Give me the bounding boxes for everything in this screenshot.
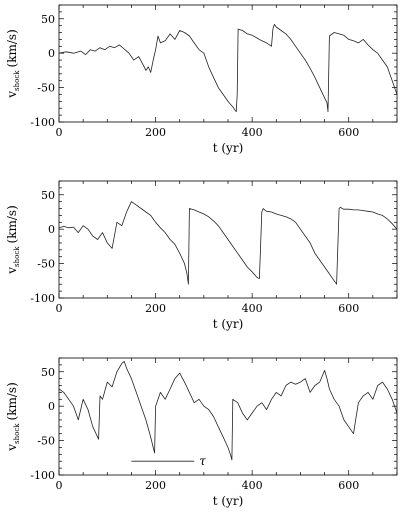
y-tick-label: -100 <box>30 292 55 305</box>
x-tick-label: 0 <box>56 302 63 315</box>
y-tick-label: -50 <box>37 258 55 271</box>
y-tick-label: 50 <box>41 189 55 202</box>
y-tick-label: -100 <box>30 469 55 482</box>
y-tick-label: 50 <box>41 366 55 379</box>
x-tick-label: 400 <box>242 126 263 139</box>
y-tick-label: 0 <box>48 400 55 413</box>
tau-label: τ <box>199 454 206 468</box>
plot-frame <box>58 357 398 476</box>
panel-middle: 0 200 400 600 -100 -50 0 50 t (yr) vshock (km/s) <box>5 180 398 331</box>
x-axis-label: t (yr) <box>213 494 244 508</box>
x-tick-label: 600 <box>338 126 359 139</box>
y-tick-label: 0 <box>48 223 55 236</box>
y-tick-label: 50 <box>41 13 55 26</box>
shock-velocity-line <box>58 360 398 461</box>
x-tick-label: 0 <box>56 479 63 492</box>
shock-velocity-line <box>58 201 398 285</box>
x-tick-label: 200 <box>145 479 166 492</box>
x-axis-label: t (yr) <box>213 141 244 155</box>
y-tick-label: -100 <box>30 116 55 129</box>
panel-bottom: 0 200 400 600 -100 -50 0 50 t (yr) vshock (km/s) τ <box>5 357 398 508</box>
panel-top: 0 200 400 600 -100 -50 0 50 t (yr) vshock (km/s) <box>5 4 398 155</box>
x-tick-label: 200 <box>145 302 166 315</box>
y-axis-label: vshock (km/s) <box>5 29 21 98</box>
y-axis-label-main: v <box>5 444 19 452</box>
y-tick-label: 0 <box>48 47 55 60</box>
x-tick-label: 400 <box>242 302 263 315</box>
y-axis-label-main: v <box>5 91 19 99</box>
y-tick-label: -50 <box>37 435 55 448</box>
y-axis-label-units: (km/s) <box>5 382 19 420</box>
y-axis-label-sub: shock <box>13 70 21 91</box>
y-axis-label: vshock (km/s) <box>5 382 21 451</box>
x-tick-label: 600 <box>338 479 359 492</box>
x-tick-label: 0 <box>56 126 63 139</box>
y-axis-label-main: v <box>5 267 19 275</box>
x-axis-label: t (yr) <box>213 317 244 331</box>
x-tick-label: 200 <box>145 126 166 139</box>
y-axis-label-units: (km/s) <box>5 205 19 243</box>
plot-frame <box>58 4 398 123</box>
y-axis-label-sub: shock <box>13 246 21 267</box>
y-tick-label: -50 <box>37 82 55 95</box>
x-tick-label: 400 <box>242 479 263 492</box>
y-axis-label-sub: shock <box>13 423 21 444</box>
shock-velocity-line <box>58 23 398 113</box>
x-tick-label: 600 <box>338 302 359 315</box>
y-axis-label: vshock (km/s) <box>5 205 21 274</box>
y-axis-label-units: (km/s) <box>5 29 19 67</box>
